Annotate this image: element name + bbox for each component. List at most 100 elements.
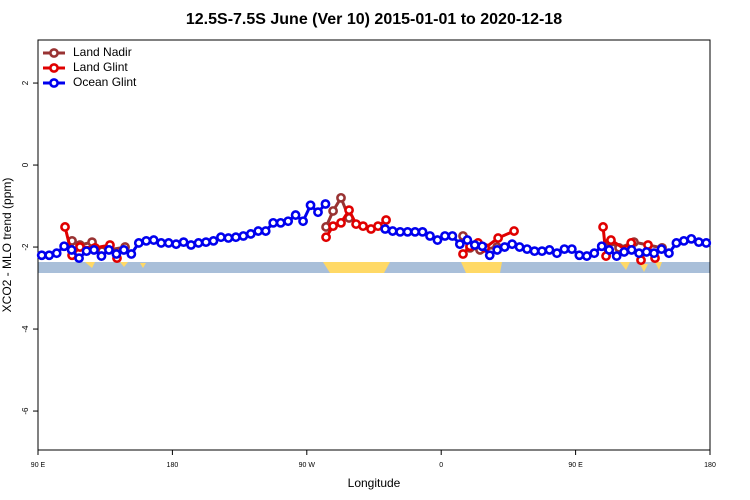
- data-point: [462, 235, 473, 245]
- data-point: [440, 231, 450, 241]
- land-africa: [461, 262, 502, 273]
- data-point: [484, 250, 495, 261]
- data-point: [126, 249, 137, 259]
- x-tick-label: 0: [439, 462, 443, 469]
- x-tick-label: 180: [704, 462, 716, 469]
- data-point: [156, 238, 167, 248]
- data-point: [275, 217, 286, 228]
- legend-item: Ocean Glint: [43, 75, 137, 89]
- series: [36, 199, 712, 264]
- data-point: [664, 248, 674, 259]
- data-point: [611, 251, 622, 261]
- chart-title: 12.5S-7.5S June (Ver 10) 2015-01-01 to 2…: [186, 11, 562, 28]
- data-point: [60, 222, 70, 232]
- data-point: [604, 245, 615, 255]
- land-islands: [85, 262, 662, 272]
- data-point: [59, 241, 70, 252]
- data-point: [178, 237, 189, 248]
- data-point: [36, 250, 47, 261]
- data-point: [447, 231, 458, 241]
- data-point: [75, 242, 85, 252]
- data-point: [410, 226, 420, 237]
- data-point: [686, 233, 697, 244]
- data-point: [230, 232, 241, 243]
- data-point: [559, 244, 570, 254]
- data-point: [283, 216, 294, 227]
- data-point: [458, 249, 468, 259]
- data-point: [74, 253, 84, 264]
- data-point: [133, 238, 144, 248]
- data-point: [321, 232, 331, 243]
- data-point: [66, 245, 77, 255]
- legend-item: Land Glint: [43, 60, 128, 74]
- data-point: [544, 245, 555, 255]
- data-point: [171, 239, 182, 250]
- data-point: [514, 242, 525, 252]
- y-tick-label: -6: [21, 407, 30, 415]
- y-axis-label: XCO2 - MLO trend (ppm): [0, 178, 14, 313]
- data-point: [238, 231, 249, 241]
- map-strip: [38, 262, 710, 273]
- data-point: [581, 251, 592, 261]
- data-point: [589, 248, 600, 259]
- data-point: [619, 247, 630, 257]
- data-point: [574, 250, 585, 261]
- data-point: [328, 206, 338, 216]
- data-point: [693, 237, 704, 248]
- x-tick-label: 90 E: [568, 462, 583, 469]
- data-point: [328, 221, 338, 232]
- data-point: [522, 244, 532, 254]
- data-point: [163, 238, 174, 248]
- data-point: [118, 245, 129, 255]
- data-point: [596, 241, 607, 252]
- x-tick-label: 180: [167, 462, 179, 469]
- data-point: [477, 241, 488, 252]
- data-point: [336, 192, 346, 203]
- data-point: [208, 235, 219, 246]
- data-point: [148, 235, 159, 245]
- y-tick-label: 2: [21, 80, 30, 85]
- data-point: [96, 251, 107, 261]
- y-tick-label: -2: [21, 243, 30, 251]
- data-point: [701, 238, 712, 248]
- data-point: [111, 249, 122, 259]
- data-point: [641, 247, 652, 257]
- data-point: [387, 226, 398, 236]
- data-point: [51, 248, 62, 259]
- data-point: [432, 235, 443, 245]
- data-point: [598, 222, 608, 232]
- data-point: [634, 248, 644, 259]
- x-tick-label: 90 W: [299, 462, 316, 469]
- data-point: [201, 237, 211, 248]
- data-point: [358, 221, 368, 232]
- data-point: [89, 245, 99, 255]
- legend-swatch-point: [49, 63, 59, 73]
- data-point: [253, 226, 264, 236]
- legend-swatch-point: [49, 78, 59, 88]
- data-point: [380, 224, 391, 234]
- data-point: [552, 248, 562, 259]
- data-point: [678, 235, 689, 246]
- data-point: [671, 238, 682, 248]
- data-point: [313, 207, 323, 218]
- data-point: [216, 232, 226, 243]
- legend-swatch-point: [49, 48, 59, 58]
- data-point: [104, 245, 114, 255]
- land-south-america: [323, 262, 390, 273]
- data-point: [141, 235, 152, 246]
- data-point: [509, 226, 519, 236]
- legend-label: Land Glint: [73, 60, 128, 74]
- data-point: [44, 250, 55, 261]
- data-point: [492, 245, 503, 255]
- data-point: [499, 242, 510, 252]
- data-point: [507, 239, 518, 250]
- data-point: [395, 226, 406, 237]
- y-tick-label: -4: [21, 325, 30, 333]
- data-point: [656, 244, 667, 254]
- legend-item: Land Nadir: [43, 45, 132, 59]
- x-tick-label: 90 E: [31, 462, 46, 469]
- data-point: [298, 216, 308, 227]
- data-point: [493, 233, 503, 243]
- data-point: [649, 248, 659, 259]
